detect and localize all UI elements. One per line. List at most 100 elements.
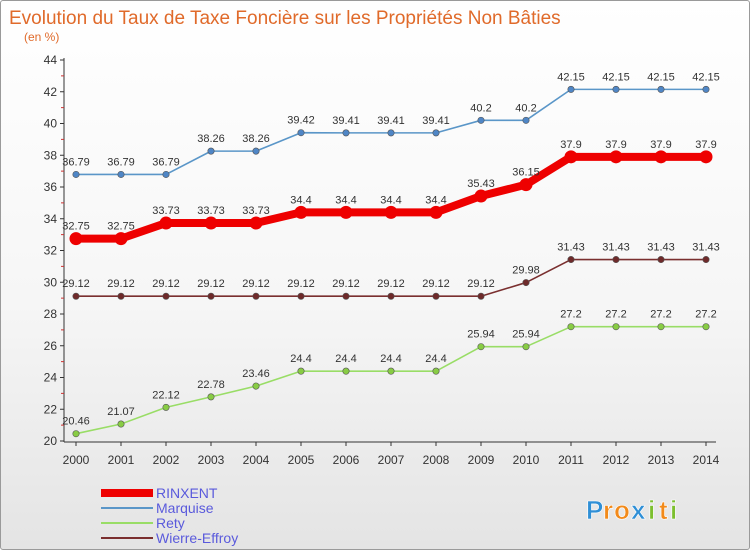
data-label-wierre-effroy: 31.43 bbox=[557, 242, 585, 254]
data-point-rety bbox=[522, 343, 530, 351]
x-tick-label: 2007 bbox=[378, 453, 405, 467]
data-point-rinxent bbox=[519, 178, 533, 192]
data-point-rety bbox=[117, 420, 125, 428]
x-tick-label: 2009 bbox=[468, 453, 495, 467]
x-tick-label: 2000 bbox=[63, 453, 90, 467]
data-label-wierre-effroy: 29.12 bbox=[287, 278, 315, 290]
data-point-wierre-effroy bbox=[567, 256, 575, 264]
data-label-rinxent: 34.4 bbox=[335, 194, 356, 206]
data-point-rinxent bbox=[609, 150, 623, 164]
series-rety bbox=[72, 323, 710, 438]
x-tick-label: 2014 bbox=[693, 453, 720, 467]
x-tick-label: 2005 bbox=[288, 453, 315, 467]
data-label-rety: 27.2 bbox=[605, 309, 626, 321]
data-point-marquise bbox=[702, 85, 710, 93]
data-label-wierre-effroy: 29.98 bbox=[512, 265, 540, 277]
x-tick-label: 2013 bbox=[648, 453, 675, 467]
data-label-rety: 23.46 bbox=[242, 368, 270, 380]
logo-letter: x bbox=[631, 495, 646, 525]
data-label-rinxent: 33.73 bbox=[152, 205, 180, 217]
series-rinxent bbox=[69, 150, 713, 246]
data-point-marquise bbox=[567, 85, 575, 93]
data-label-marquise: 39.41 bbox=[422, 115, 450, 127]
data-point-rinxent bbox=[204, 216, 218, 230]
data-point-marquise bbox=[117, 170, 125, 178]
data-label-rinxent: 37.9 bbox=[560, 139, 581, 151]
y-tick-label: 44 bbox=[44, 53, 58, 67]
data-label-rinxent: 34.4 bbox=[425, 194, 446, 206]
data-label-rinxent: 36.15 bbox=[512, 167, 540, 179]
data-point-rety bbox=[162, 403, 170, 411]
data-point-rety bbox=[702, 323, 710, 331]
chart-subtitle: (en %) bbox=[24, 30, 59, 44]
y-tick-label: 40 bbox=[44, 117, 58, 131]
data-label-marquise: 40.2 bbox=[515, 102, 536, 114]
series-wierre-effroy bbox=[72, 256, 710, 300]
data-point-marquise bbox=[207, 147, 215, 155]
data-point-rinxent bbox=[654, 150, 668, 164]
data-label-rinxent: 33.73 bbox=[197, 205, 225, 217]
data-label-rety: 22.12 bbox=[152, 389, 180, 401]
y-tick-label: 36 bbox=[44, 180, 58, 194]
legend-label-wierre-effroy: Wierre-Effroy bbox=[156, 530, 238, 546]
logo-letter: P bbox=[586, 495, 603, 525]
data-label-rety: 27.2 bbox=[695, 309, 716, 321]
data-label-wierre-effroy: 29.12 bbox=[197, 278, 225, 290]
data-label-marquise: 38.26 bbox=[197, 133, 225, 145]
data-point-rinxent bbox=[249, 216, 263, 230]
y-tick-label: 30 bbox=[44, 275, 58, 289]
data-point-rety bbox=[342, 367, 350, 375]
data-point-wierre-effroy bbox=[657, 256, 665, 264]
data-point-marquise bbox=[477, 116, 485, 124]
y-tick-label: 42 bbox=[44, 85, 58, 99]
y-tick-label: 28 bbox=[44, 307, 58, 321]
data-label-marquise: 36.79 bbox=[107, 156, 135, 168]
data-point-marquise bbox=[387, 129, 395, 137]
legend-label-marquise: Marquise bbox=[156, 500, 214, 516]
data-point-rety bbox=[567, 323, 575, 331]
data-label-marquise: 42.15 bbox=[692, 71, 720, 83]
data-label-rety: 24.4 bbox=[425, 353, 446, 365]
data-point-wierre-effroy bbox=[432, 292, 440, 300]
data-label-marquise: 38.26 bbox=[242, 133, 270, 145]
data-label-rinxent: 34.4 bbox=[290, 194, 311, 206]
data-point-wierre-effroy bbox=[162, 292, 170, 300]
x-tick-label: 2002 bbox=[153, 453, 180, 467]
data-label-wierre-effroy: 31.43 bbox=[692, 242, 720, 254]
x-tick-label: 2010 bbox=[513, 453, 540, 467]
data-point-rety bbox=[252, 382, 260, 390]
series-marquise bbox=[72, 85, 710, 178]
data-point-wierre-effroy bbox=[297, 292, 305, 300]
data-label-marquise: 42.15 bbox=[557, 71, 585, 83]
data-point-rety bbox=[387, 367, 395, 375]
data-label-rety: 22.78 bbox=[197, 379, 225, 391]
x-tick-label: 2001 bbox=[108, 453, 135, 467]
legend-label-rinxent: RINXENT bbox=[156, 485, 218, 501]
data-point-wierre-effroy bbox=[702, 256, 710, 264]
y-tick-label: 34 bbox=[44, 212, 58, 226]
logo-letter: t bbox=[659, 495, 668, 525]
data-point-rinxent bbox=[564, 150, 578, 164]
series-line-rety bbox=[75, 325, 707, 435]
data-point-wierre-effroy bbox=[72, 292, 80, 300]
data-point-wierre-effroy bbox=[387, 292, 395, 300]
data-label-rinxent: 33.73 bbox=[242, 205, 270, 217]
data-point-rinxent bbox=[474, 189, 488, 203]
data-point-rety bbox=[72, 430, 80, 438]
data-point-marquise bbox=[252, 147, 260, 155]
data-label-rety: 27.2 bbox=[560, 309, 581, 321]
y-tick-label: 32 bbox=[44, 244, 58, 258]
data-label-marquise: 39.41 bbox=[377, 115, 405, 127]
data-label-rety: 25.94 bbox=[467, 329, 495, 341]
data-label-wierre-effroy: 29.12 bbox=[107, 278, 135, 290]
y-tick-label: 26 bbox=[44, 339, 58, 353]
data-point-marquise bbox=[522, 116, 530, 124]
data-label-wierre-effroy: 29.12 bbox=[242, 278, 270, 290]
data-point-rety bbox=[207, 393, 215, 401]
data-point-wierre-effroy bbox=[117, 292, 125, 300]
data-label-wierre-effroy: 31.43 bbox=[647, 242, 675, 254]
data-label-rety: 24.4 bbox=[380, 353, 401, 365]
